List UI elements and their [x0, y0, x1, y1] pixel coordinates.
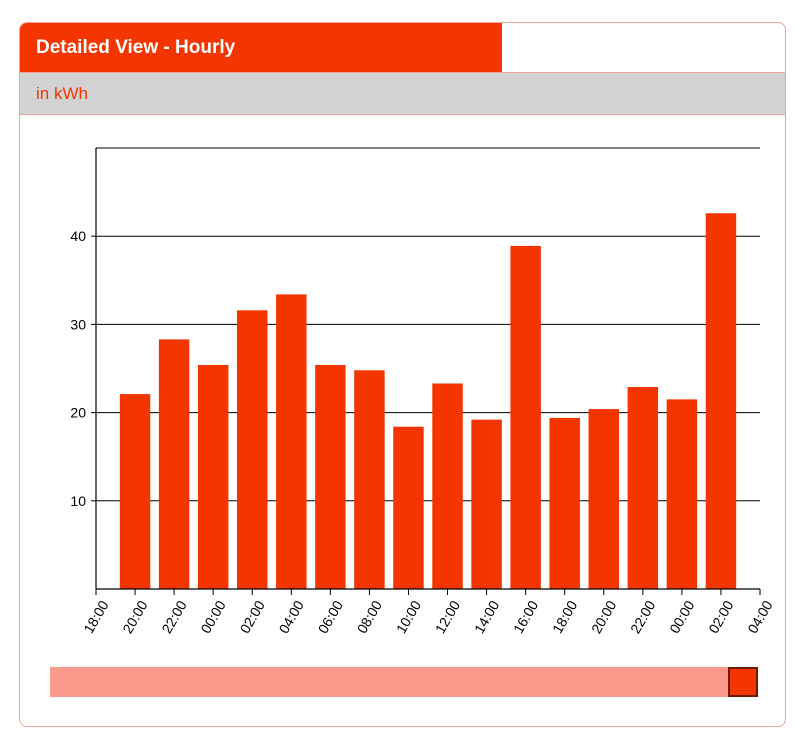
bar — [315, 364, 346, 589]
bar — [197, 364, 229, 589]
bar — [393, 426, 424, 589]
scroll-handle[interactable] — [728, 667, 758, 697]
bar — [119, 394, 151, 589]
x-tick-label: 14:00 — [471, 598, 502, 637]
x-tick-label: 18:00 — [80, 598, 111, 637]
x-tick-label: 00:00 — [666, 598, 697, 637]
x-tick-label: 00:00 — [197, 598, 228, 637]
grid-lines — [96, 147, 760, 502]
panel-title: Detailed View - Hourly — [20, 23, 502, 72]
x-tick-label: 02:00 — [236, 598, 267, 637]
x-tick-label: 04:00 — [744, 598, 775, 637]
bar — [705, 213, 737, 589]
bar — [158, 339, 190, 589]
bar — [432, 383, 463, 589]
y-tick-label: 20 — [70, 405, 86, 421]
x-tick-label: 06:00 — [315, 598, 346, 637]
range-scrollbar[interactable] — [50, 667, 758, 697]
chart-panel: Detailed View - Hourly in kWh 10 20 30 40 1… — [19, 22, 786, 727]
y-tick-label: 30 — [70, 316, 86, 332]
x-tick-label: 18:00 — [549, 598, 580, 637]
bar-chart: 10 20 30 40 18:00 20:00 22:00 00:00 02:00 04:00 0… — [70, 147, 776, 637]
bar — [471, 419, 502, 589]
x-tick-labels: 18:00 20:00 22:00 00:00 02:00 04:00 06:00 08:00… — [80, 598, 775, 637]
x-tick-label: 08:00 — [354, 598, 385, 637]
x-tick-label: 04:00 — [276, 598, 307, 637]
x-tick-label: 22:00 — [627, 598, 658, 637]
y-tick-labels: 10 20 30 40 — [70, 228, 86, 509]
bar — [510, 245, 541, 590]
x-tick-label: 22:00 — [158, 598, 189, 637]
bar — [588, 409, 619, 589]
x-tick-label: 16:00 — [510, 598, 541, 637]
bar — [549, 417, 580, 589]
axes — [91, 148, 761, 595]
title-bar: Detailed View - Hourly — [20, 23, 785, 72]
bar — [354, 370, 385, 589]
x-tick-label: 20:00 — [119, 598, 150, 637]
y-tick-label: 10 — [70, 493, 86, 509]
unit-label: in kWh — [20, 72, 785, 115]
bar — [627, 387, 659, 589]
bar — [666, 399, 698, 589]
x-tick-label: 02:00 — [705, 598, 736, 637]
x-tick-label: 12:00 — [432, 598, 463, 637]
bar — [237, 310, 268, 589]
x-tick-label: 10:00 — [393, 598, 424, 637]
y-tick-label: 40 — [70, 228, 86, 244]
x-tick-label: 20:00 — [588, 598, 619, 637]
bar — [276, 294, 307, 589]
bars — [119, 213, 737, 590]
